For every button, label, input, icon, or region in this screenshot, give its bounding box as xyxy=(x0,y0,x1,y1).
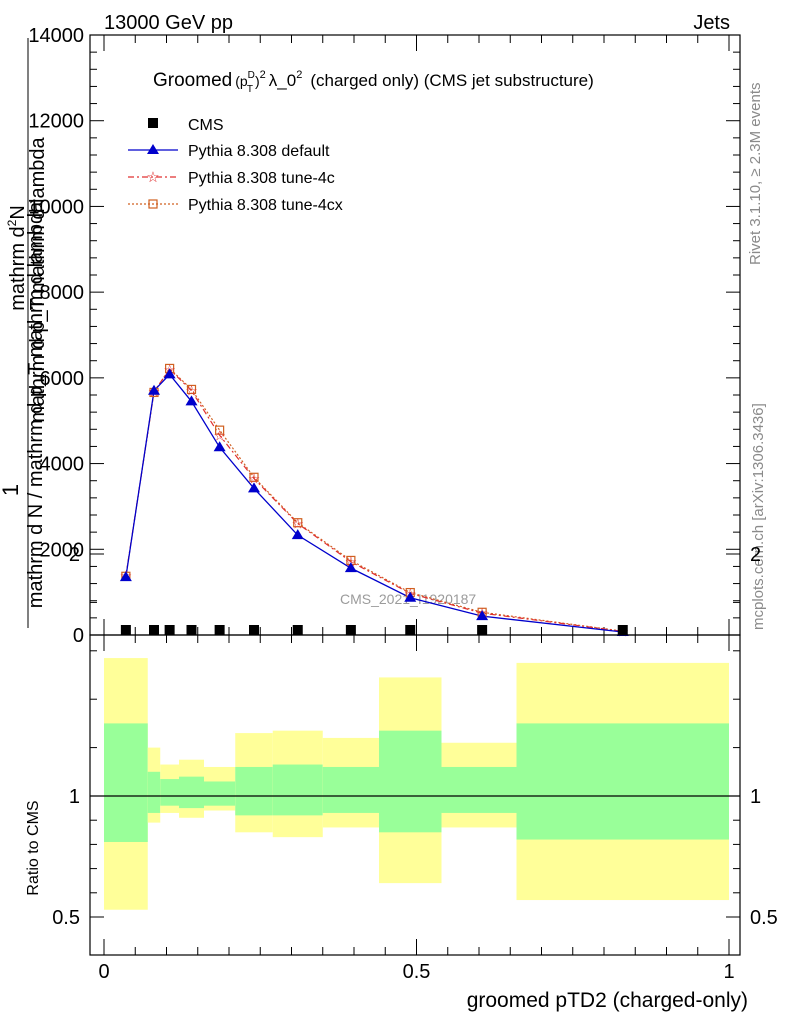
point-cms xyxy=(477,625,488,635)
ratio-inner-band xyxy=(160,779,179,806)
triangle-marker-icon xyxy=(147,144,159,154)
ratio-y-tick-label: 0.5 xyxy=(52,907,80,929)
x-tick-label: 1 xyxy=(723,961,734,983)
ratio-plot: 0.5 0.51 12 2 0 0.5 1 Ratio to CMS groomed pT… xyxy=(25,544,778,1012)
point-default xyxy=(185,395,198,406)
ratio-inner-band xyxy=(147,771,161,813)
y-tick-label: 6000 xyxy=(40,368,85,390)
point-default xyxy=(291,529,304,540)
plot-title: Groomed (pD T)2 λ_02 (charged only) (CMS jet… xyxy=(153,69,594,95)
ratio-y-tick-label-right: 2 xyxy=(750,544,761,566)
rivet-label: Rivet 3.1.10, ≥ 2.3M events xyxy=(747,83,764,266)
legend: CMS Pythia 8.308 default ☆ Pythia 8.308 … xyxy=(128,117,343,214)
point-default xyxy=(476,610,489,621)
point-default xyxy=(404,591,417,602)
point-tune4cx xyxy=(293,518,303,528)
point-cms xyxy=(164,625,175,635)
legend-item-cms: CMS xyxy=(148,117,224,134)
point-default xyxy=(213,441,226,452)
legend-item-tune4c: ☆ Pythia 8.308 tune-4c xyxy=(128,169,335,187)
point-cms xyxy=(149,625,159,635)
y-tick-label: 0 xyxy=(73,625,84,647)
ylabel-one: 1 xyxy=(0,484,23,496)
legend-item-pythia-default: Pythia 8.308 default xyxy=(128,143,330,160)
ratio-y-tick-label: 1 xyxy=(69,786,80,808)
point-tune4c: ☆ xyxy=(213,427,226,443)
header-jets: Jets xyxy=(693,12,730,34)
legend-label-default: Pythia 8.308 default xyxy=(188,143,330,160)
series-line-tune4c xyxy=(125,368,623,632)
y-tick-label: 4000 xyxy=(40,454,85,476)
point-cms xyxy=(292,625,303,635)
point-tune4c: ☆ xyxy=(291,516,304,532)
ylabel-top: mathrm d2N xyxy=(5,205,29,311)
point-tune4cx xyxy=(186,384,197,395)
main-plot: 0 2000 4000 6000 8000 10000 12000 14000 Groomed… xyxy=(0,25,741,647)
ratio-y-label: Ratio to CMS xyxy=(25,800,42,895)
main-y-axis-label: 1 mathrm d2N mathrm d p_T mathrm d lambd… xyxy=(0,38,49,628)
point-cms xyxy=(214,625,225,635)
ratio-y-axis: 0.5 0.5 1 1 2 2 xyxy=(52,544,778,929)
ylabel-denominator: mathrm d N / mathrm d p_T mathrm d lambd… xyxy=(25,201,47,608)
point-default xyxy=(344,562,357,573)
y-tick-label: 10000 xyxy=(28,196,84,218)
ratio-inner-band xyxy=(516,723,729,840)
series-line-tune4cx xyxy=(125,367,623,632)
point-tune4c: ☆ xyxy=(345,554,358,570)
point-cms xyxy=(249,625,259,635)
point-default xyxy=(163,368,176,379)
ratio-inner-band xyxy=(204,781,236,806)
ylabel-mid: mathrm d p_T mathrm d lambda xyxy=(27,136,49,422)
y-tick-label: 14000 xyxy=(28,25,84,47)
star-marker-icon: ☆ xyxy=(146,169,159,186)
x-tick-label: 0 xyxy=(98,961,109,983)
y-tick-label: 12000 xyxy=(28,111,84,133)
open-square-marker-icon xyxy=(148,199,158,209)
legend-label-tune4c: Pythia 8.308 tune-4c xyxy=(188,170,335,187)
y-tick-label: 8000 xyxy=(40,282,85,304)
ratio-x-axis: 0 0.5 1 xyxy=(98,635,735,983)
point-cms xyxy=(186,625,197,635)
x-axis-label: groomed pTD2 (charged-only) xyxy=(467,989,748,1012)
ratio-bands xyxy=(104,658,729,910)
ratio-y-tick-label-right: 1 xyxy=(750,786,761,808)
point-default xyxy=(119,571,132,582)
main-y-axis: 0 2000 4000 6000 8000 10000 12000 14000 xyxy=(28,25,740,647)
ratio-plot-frame xyxy=(89,634,741,956)
point-default xyxy=(248,482,260,493)
point-default xyxy=(148,384,160,395)
ratio-y-tick-label-right: 0.5 xyxy=(750,907,778,929)
legend-label-cms: CMS xyxy=(188,117,224,134)
point-cms xyxy=(405,625,416,635)
point-tune4cx xyxy=(215,425,225,435)
point-cms xyxy=(345,625,356,635)
x-tick-label: 0.5 xyxy=(403,961,431,983)
mcplots-label: mcplots.cern.ch [arXiv:1306.3436] xyxy=(750,403,767,630)
point-tune4cx xyxy=(249,472,259,482)
ratio-inner-band xyxy=(379,730,442,833)
ratio-inner-band xyxy=(179,776,204,809)
header-energy: 13000 GeV pp xyxy=(104,12,233,34)
point-tune4c: ☆ xyxy=(248,471,261,487)
square-marker-icon xyxy=(148,118,158,128)
ratio-inner-band xyxy=(104,723,148,842)
point-cms xyxy=(617,625,628,635)
point-cms xyxy=(120,625,131,635)
legend-item-tune4cx: Pythia 8.308 tune-4cx xyxy=(128,197,343,214)
legend-label-tune4cx: Pythia 8.308 tune-4cx xyxy=(188,197,343,214)
ratio-inner-band xyxy=(235,766,273,816)
point-tune4c: ☆ xyxy=(185,383,198,399)
ratio-inner-band xyxy=(272,764,323,816)
ratio-inner-band xyxy=(441,766,517,813)
y-tick-label: 2000 xyxy=(40,539,85,561)
main-x-ticks xyxy=(103,35,730,635)
ratio-inner-band xyxy=(322,766,379,813)
ratio-y-tick-label: 2 xyxy=(69,544,80,566)
